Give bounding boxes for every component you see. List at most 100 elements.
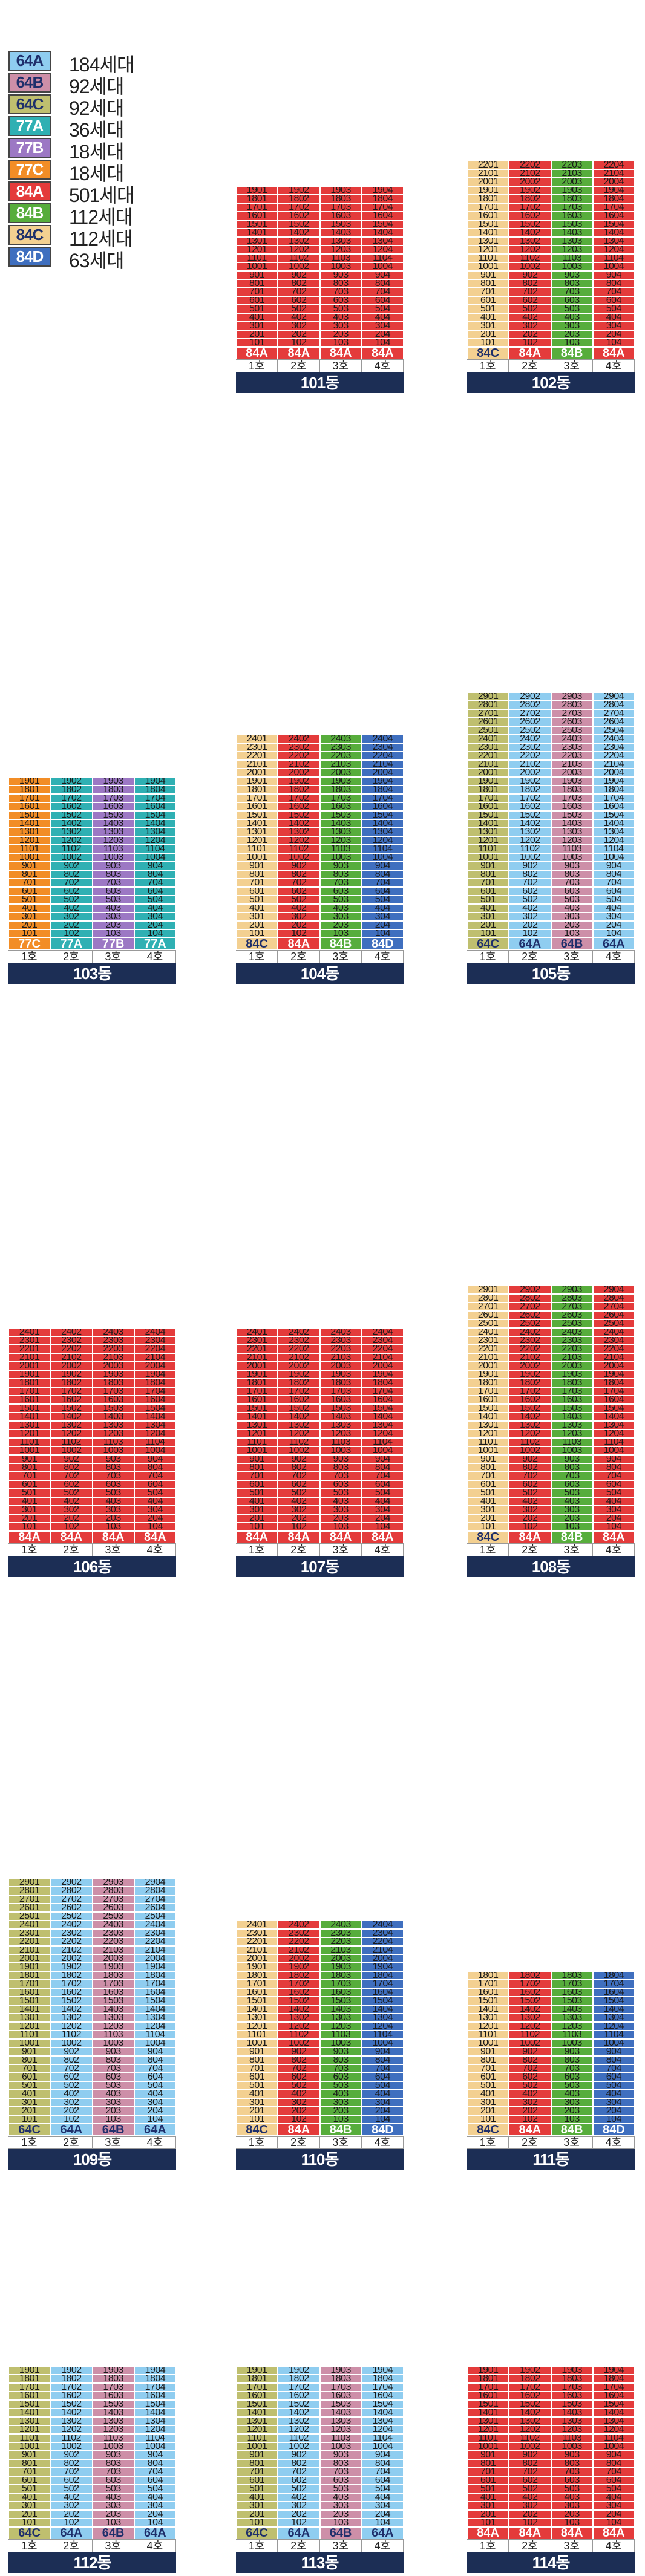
unit-cell: 403 (319, 2493, 362, 2502)
unit-cell: 403 (92, 904, 134, 912)
unit-type-label: 64B (92, 2124, 134, 2136)
unit-cell: 401 (467, 2493, 509, 2502)
unit-cell: 1101 (236, 2031, 278, 2039)
unit-cell: 202 (278, 2510, 320, 2519)
unit-cell: 2103 (319, 760, 362, 769)
unit-cell: 404 (361, 1497, 404, 1506)
unit-cell: 1504 (134, 1997, 176, 2005)
unit-cell: 1203 (551, 2425, 593, 2434)
unit-cell: 202 (509, 330, 551, 339)
unit-cell: 503 (551, 896, 593, 904)
unit-cell: 601 (467, 2073, 509, 2081)
legend-item: 84C 112세대 (8, 223, 160, 250)
ho-label: 2호 (278, 1544, 320, 1556)
unit-cell: 504 (134, 2081, 176, 2090)
ho-row: 1호 2호 3호 4호 (467, 2539, 635, 2552)
unit-cell: 1003 (319, 1446, 362, 1455)
unit-cell: 503 (551, 1489, 593, 1497)
unit-cell: 1402 (509, 2005, 551, 2014)
unit-type-label: 84C (467, 347, 509, 359)
unit-cell: 1504 (361, 1997, 404, 2005)
unit-cell: 2703 (551, 709, 593, 718)
unit-cell: 901 (467, 2047, 509, 2056)
unit-cell: 1701 (467, 794, 509, 802)
unit-cell: 303 (319, 2098, 362, 2107)
unit-cell: 2104 (361, 1946, 404, 1954)
unit-cell: 1102 (278, 1438, 320, 1446)
unit-cell: 101 (467, 2519, 509, 2527)
unit-cell: 2302 (278, 1336, 320, 1345)
unit-cell: 1003 (92, 853, 134, 862)
unit-cell: 401 (236, 2090, 278, 2098)
unit-cell: 1504 (361, 811, 404, 819)
unit-cell: 1301 (467, 2014, 509, 2022)
unit-cell: 1404 (361, 229, 404, 237)
unit-cell: 502 (278, 896, 320, 904)
unit-cell: 1901 (8, 1963, 51, 1971)
unit-cell: 2102 (509, 760, 551, 769)
unit-cell: 401 (8, 1497, 51, 1506)
unit-cell: 204 (592, 921, 635, 929)
unit-cell: 702 (278, 879, 320, 887)
unit-cell: 2702 (509, 1303, 551, 1311)
unit-cell: 1201 (236, 2425, 278, 2434)
unit-cell: 201 (236, 921, 278, 929)
unit-cell: 903 (551, 862, 593, 870)
unit-cell: 502 (50, 2081, 93, 2090)
unit-type-label: 64B (92, 2527, 134, 2539)
unit-cell: 2403 (551, 735, 593, 743)
unit-cell: 1601 (467, 1396, 509, 1404)
unit-cell: 503 (319, 2485, 362, 2493)
unit-cell: 1103 (319, 254, 362, 262)
unit-cell: 1404 (134, 819, 176, 828)
unit-cell: 204 (592, 330, 635, 339)
unit-cell: 1901 (236, 2366, 278, 2375)
unit-cell: 101 (236, 929, 278, 938)
unit-cell: 803 (319, 2459, 362, 2468)
unit-cell: 1103 (551, 845, 593, 853)
unit-cell: 1804 (361, 195, 404, 203)
unit-cell: 402 (278, 1497, 320, 1506)
unit-cell: 1003 (92, 1446, 134, 1455)
unit-cell: 2604 (592, 718, 635, 726)
unit-cell: 901 (236, 862, 278, 870)
unit-cell: 1204 (134, 2425, 176, 2434)
unit-cell: 1203 (319, 836, 362, 845)
unit-cell: 1904 (592, 1370, 635, 1379)
unit-cell: 1301 (8, 2417, 51, 2425)
unit-cell: 802 (509, 2459, 551, 2468)
unit-cell: 1504 (592, 811, 635, 819)
unit-cell: 1304 (361, 237, 404, 246)
unit-cell: 1902 (50, 2366, 93, 2375)
unit-cell: 901 (236, 2451, 278, 2459)
unit-cell: 503 (551, 2081, 593, 2090)
unit-cell: 1602 (278, 212, 320, 220)
unit-cell: 1202 (509, 2425, 551, 2434)
unit-type-label: 64C (236, 2527, 278, 2539)
unit-type-label: 64A (50, 2124, 93, 2136)
unit-cell: 2302 (50, 1929, 93, 1937)
unit-cell: 1604 (134, 2392, 176, 2400)
unit-cell: 604 (361, 1480, 404, 1489)
unit-cell: 1502 (50, 2400, 93, 2408)
unit-cell: 1302 (509, 828, 551, 836)
unit-cell: 902 (509, 862, 551, 870)
unit-cell: 1602 (278, 1988, 320, 1997)
unit-cell: 2403 (92, 1921, 134, 1929)
unit-cell: 402 (50, 2493, 93, 2502)
unit-type-label: 84C (236, 938, 278, 950)
unit-cell: 804 (134, 2459, 176, 2468)
unit-cell: 502 (278, 1489, 320, 1497)
ho-label: 1호 (8, 951, 51, 963)
unit-cell: 2901 (467, 1286, 509, 1294)
unit-cell: 604 (592, 887, 635, 896)
unit-cell: 304 (361, 912, 404, 921)
unit-cell: 1401 (8, 1413, 51, 1421)
unit-cell: 2603 (551, 718, 593, 726)
unit-cell: 902 (278, 2451, 320, 2459)
unit-cell: 1704 (592, 203, 635, 212)
unit-cell: 1704 (592, 2383, 635, 2392)
unit-cell: 1801 (236, 1379, 278, 1387)
unit-cell: 804 (592, 2459, 635, 2468)
unit-cell: 2802 (509, 701, 551, 709)
